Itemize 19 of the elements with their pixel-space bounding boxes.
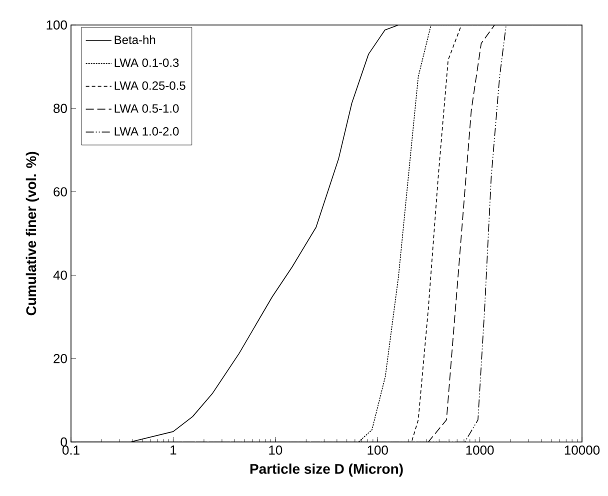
legend-label: LWA 0.1-0.3	[114, 58, 179, 67]
legend-label: Beta-hh	[114, 35, 156, 44]
x-tick-label: 100	[368, 446, 388, 455]
x-tick-label: 10000	[564, 446, 600, 455]
y-tick-label: 0	[60, 437, 67, 447]
y-axis-title: Cumulative finer (vol. %)	[26, 152, 39, 316]
y-tick-label: 80	[54, 104, 67, 113]
x-axis-title: Particle size D (Micron)	[250, 464, 403, 477]
y-tick-label: 100	[46, 20, 67, 30]
x-tick-label: 1000	[466, 446, 494, 455]
y-tick-label: 60	[54, 187, 67, 196]
x-tick-label: 0.1	[62, 446, 80, 455]
legend-label: LWA 1.0-2.0	[114, 127, 179, 136]
y-tick-label: 40	[53, 270, 67, 280]
y-tick-label: 20	[54, 354, 67, 364]
legend-label: LWA 0.5-1.0	[114, 104, 179, 113]
legend-label: LWA 0.25-0.5	[114, 81, 186, 90]
x-tick-label: 1	[170, 446, 176, 454]
x-tick-label: 10	[269, 446, 282, 455]
